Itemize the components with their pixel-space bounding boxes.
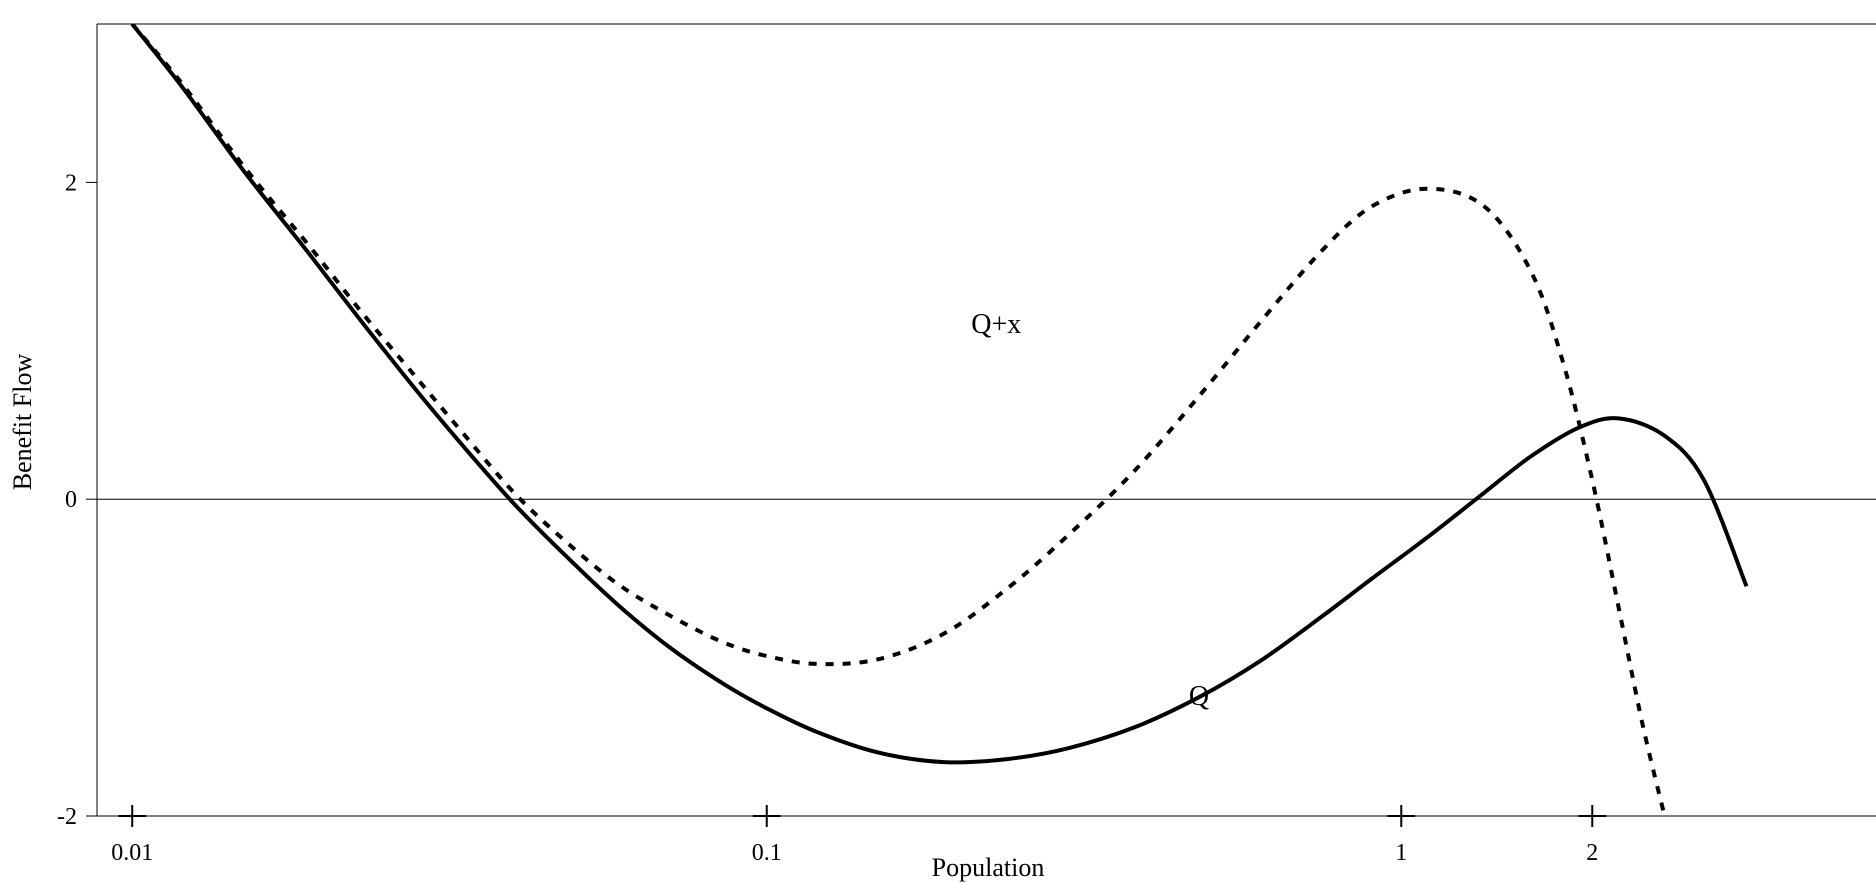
series-line-q-x bbox=[130, 24, 1667, 816]
x-tick-label: 0.01 bbox=[111, 840, 153, 866]
x-tick-label: 0.1 bbox=[752, 840, 782, 866]
y-tick-label: 2 bbox=[65, 170, 77, 196]
series-line-q bbox=[130, 24, 1749, 765]
y-tick-label: 0 bbox=[65, 487, 77, 513]
x-tick-label: 1 bbox=[1395, 840, 1407, 866]
y-tick-label: -2 bbox=[57, 804, 77, 830]
x-axis-label: Population bbox=[932, 853, 1045, 882]
y-axis-label: Benefit Flow bbox=[8, 354, 37, 491]
x-tick-label: 2 bbox=[1586, 840, 1598, 866]
curve-label: Q+x bbox=[971, 309, 1021, 340]
curve-label: Q bbox=[1189, 681, 1209, 712]
